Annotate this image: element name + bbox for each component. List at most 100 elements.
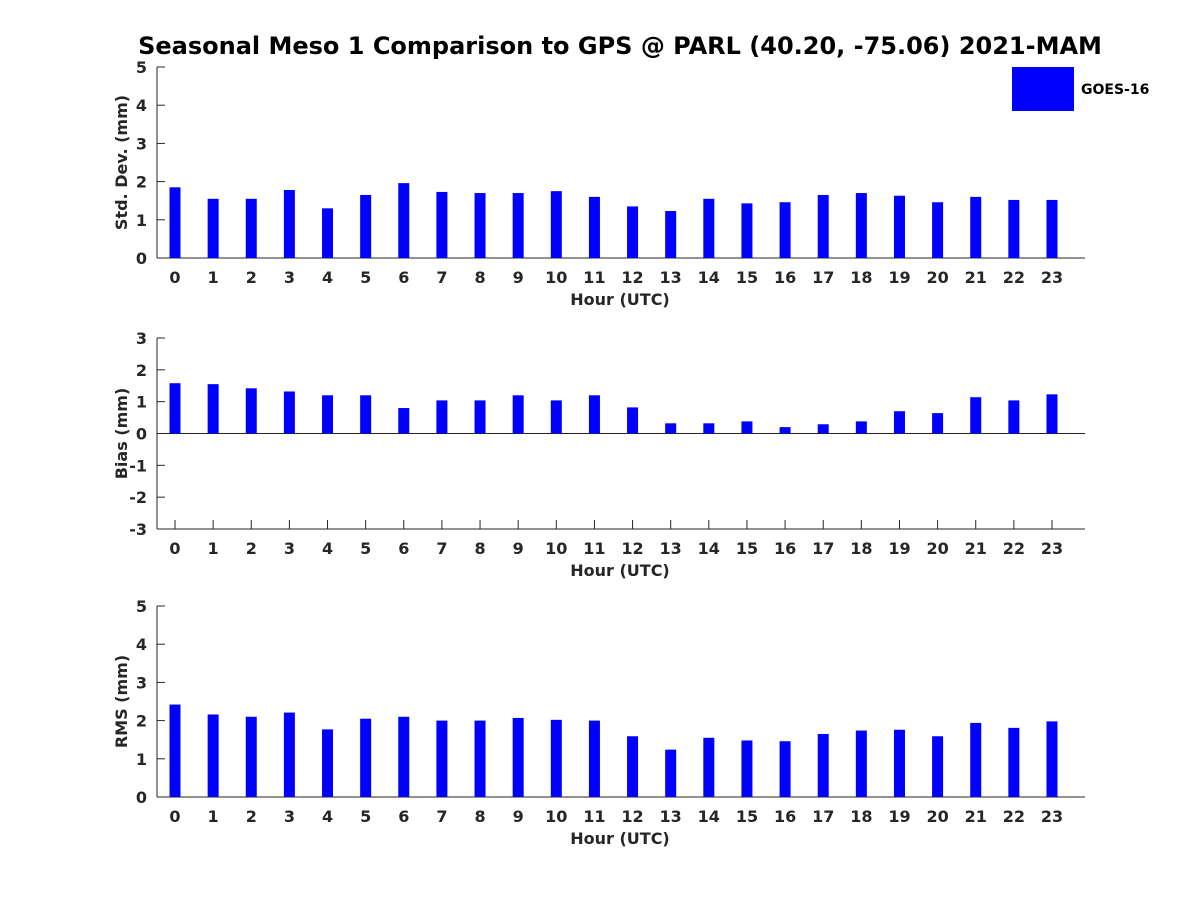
bar	[322, 395, 334, 434]
bar	[512, 717, 524, 797]
bar	[283, 712, 295, 797]
x-axis-label: Hour (UTC)	[570, 290, 670, 309]
x-tick-label: 20	[926, 807, 948, 826]
bar	[1046, 199, 1058, 258]
bar	[627, 407, 639, 434]
x-tick-label: 15	[736, 539, 758, 558]
x-tick-label: 12	[621, 268, 643, 287]
bar	[360, 718, 372, 797]
y-tick-label: 1	[136, 211, 147, 230]
x-tick-label: 4	[322, 539, 333, 558]
x-tick-label: 0	[169, 539, 180, 558]
x-tick-label: 11	[583, 539, 605, 558]
x-tick-label: 7	[436, 539, 447, 558]
bar	[970, 196, 982, 258]
bar	[360, 194, 372, 258]
x-tick-label: 6	[398, 268, 409, 287]
bar	[474, 400, 486, 434]
x-tick-label: 8	[474, 539, 485, 558]
y-tick-label: 0	[136, 249, 147, 268]
bar	[588, 395, 600, 434]
x-tick-label: 18	[850, 539, 872, 558]
x-axis-label: Hour (UTC)	[570, 829, 670, 848]
bar	[665, 211, 677, 258]
x-tick-label: 19	[888, 539, 910, 558]
bar	[1008, 727, 1020, 797]
bar	[436, 720, 448, 797]
bar	[1046, 394, 1058, 434]
bar	[169, 704, 181, 797]
x-tick-label: 23	[1041, 539, 1063, 558]
x-tick-label: 7	[436, 268, 447, 287]
bar	[932, 736, 944, 797]
bar	[779, 427, 791, 434]
x-tick-label: 3	[284, 807, 295, 826]
bar	[169, 187, 181, 258]
y-tick-label: 2	[136, 712, 147, 731]
y-tick-label: 5	[136, 58, 147, 77]
bar	[893, 195, 905, 258]
x-tick-label: 16	[774, 268, 796, 287]
y-tick-label: 2	[136, 173, 147, 192]
x-tick-label: 17	[812, 807, 834, 826]
bar	[703, 737, 715, 797]
x-tick-label: 2	[246, 539, 257, 558]
x-tick-label: 23	[1041, 807, 1063, 826]
x-tick-label: 5	[360, 539, 371, 558]
y-tick-label: 1	[136, 750, 147, 769]
x-tick-label: 22	[1003, 268, 1025, 287]
x-tick-label: 17	[812, 268, 834, 287]
x-tick-label: 14	[698, 807, 720, 826]
x-tick-label: 16	[774, 539, 796, 558]
x-tick-label: 20	[926, 539, 948, 558]
y-tick-label: 4	[136, 635, 147, 654]
bar	[398, 408, 410, 434]
bar	[512, 193, 524, 258]
bar	[436, 400, 448, 434]
x-tick-label: 9	[513, 268, 524, 287]
bar	[207, 198, 219, 258]
y-tick-label: 4	[136, 96, 147, 115]
bar	[322, 729, 334, 797]
x-tick-label: 9	[513, 807, 524, 826]
y-tick-label: 3	[136, 134, 147, 153]
x-tick-label: 15	[736, 268, 758, 287]
x-tick-label: 13	[660, 539, 682, 558]
bar	[360, 395, 372, 434]
x-tick-label: 22	[1003, 539, 1025, 558]
x-tick-label: 20	[926, 268, 948, 287]
bar	[703, 198, 715, 258]
bar	[283, 391, 295, 434]
y-axis-label: RMS (mm)	[112, 655, 131, 748]
y-tick-label: 0	[136, 788, 147, 807]
x-tick-label: 10	[545, 807, 567, 826]
y-tick-label: 5	[136, 597, 147, 616]
bar	[741, 740, 753, 797]
x-tick-label: 19	[888, 807, 910, 826]
y-tick-label: 3	[136, 673, 147, 692]
bar	[627, 736, 639, 797]
bar	[779, 202, 791, 258]
x-tick-label: 6	[398, 539, 409, 558]
bar	[855, 730, 867, 797]
bar	[283, 190, 295, 258]
x-tick-label: 12	[621, 539, 643, 558]
x-axis-label: Hour (UTC)	[570, 561, 670, 580]
bar	[245, 198, 257, 258]
bar	[398, 716, 410, 797]
y-tick-label: -3	[129, 520, 147, 539]
y-tick-label: 2	[136, 361, 147, 380]
bar	[512, 395, 524, 434]
x-tick-label: 4	[322, 807, 333, 826]
x-tick-label: 5	[360, 268, 371, 287]
x-tick-label: 2	[246, 268, 257, 287]
x-tick-label: 21	[965, 807, 987, 826]
bar	[436, 191, 448, 258]
bar	[245, 716, 257, 797]
bar	[588, 196, 600, 258]
bar	[855, 193, 867, 258]
bar	[1008, 199, 1020, 258]
x-tick-label: 0	[169, 807, 180, 826]
